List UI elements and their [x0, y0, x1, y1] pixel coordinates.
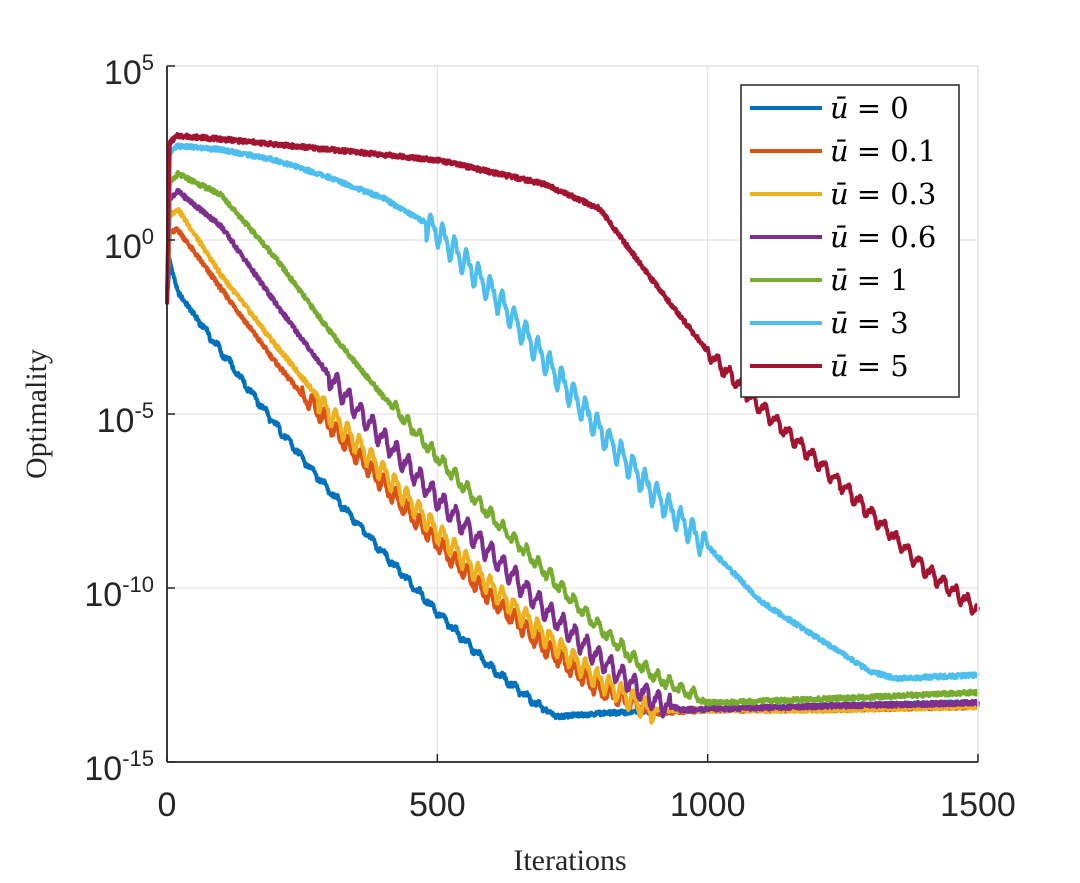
y-tick-exponent: -5 — [134, 398, 154, 423]
x-tick-label: 0 — [158, 786, 177, 824]
legend-value: = 0.6 — [857, 220, 937, 254]
series-lines — [165, 132, 980, 725]
legend: ū = 0ū = 0.1ū = 0.3ū = 0.6ū = 1ū = 3ū = 5 — [740, 84, 960, 398]
y-tick-base: 10 — [104, 54, 142, 92]
legend-label: ū = 3 — [830, 306, 909, 340]
legend-variable: ū — [830, 349, 849, 383]
legend-variable: ū — [830, 263, 849, 297]
x-tick-label: 1000 — [670, 786, 746, 824]
legend-variable: ū — [830, 177, 849, 211]
series-line — [165, 170, 980, 707]
x-axis-label: Iterations — [513, 844, 626, 877]
legend-variable: ū — [830, 91, 849, 125]
legend-label: ū = 5 — [830, 349, 909, 383]
series-line — [165, 188, 980, 719]
legend-label: ū = 0.3 — [830, 177, 936, 211]
legend-variable: ū — [830, 134, 849, 168]
axes — [166, 65, 979, 763]
x-tick-label: 500 — [409, 786, 466, 824]
y-tick-base: 10 — [84, 576, 122, 614]
legend-variable: ū — [830, 220, 849, 254]
legend-entry: ū = 3 — [750, 306, 909, 340]
y-tick-exponent: 0 — [142, 224, 154, 249]
legend-entry: ū = 0.3 — [750, 177, 936, 211]
legend-label: ū = 0 — [830, 91, 909, 125]
legend-value: = 0.3 — [857, 177, 937, 211]
y-tick-exponent: 5 — [142, 50, 154, 75]
y-tick-base: 10 — [104, 228, 142, 266]
legend-label: ū = 1 — [830, 263, 909, 297]
y-tick-label: 105 — [104, 50, 154, 92]
legend-variable: ū — [830, 306, 849, 340]
series-line — [165, 207, 980, 725]
legend-value: = 0.1 — [857, 134, 937, 168]
legend-entry: ū = 1 — [750, 263, 909, 297]
legend-entry: ū = 0.6 — [750, 220, 936, 254]
y-tick-exponent: -10 — [122, 572, 154, 597]
y-tick-base: 10 — [84, 750, 122, 788]
legend-value: = 1 — [857, 263, 909, 297]
series-line — [165, 142, 980, 683]
y-tick-base: 10 — [97, 402, 135, 440]
legend-entry: ū = 0 — [750, 91, 909, 125]
y-tick-label: 10-10 — [84, 572, 154, 614]
y-axis-label: Optimality — [20, 349, 53, 479]
legend-label: ū = 0.6 — [830, 220, 936, 254]
legend-value: = 3 — [857, 306, 909, 340]
y-tick-label: 10-5 — [97, 398, 154, 440]
series-line — [165, 132, 980, 616]
x-tick-label: 1500 — [940, 786, 1016, 824]
y-tick-exponent: -15 — [122, 746, 154, 771]
legend-entry: ū = 0.1 — [750, 134, 936, 168]
y-tick-label: 10-15 — [84, 746, 154, 788]
legend-value: = 0 — [857, 91, 909, 125]
y-tick-label: 100 — [104, 224, 154, 266]
legend-value: = 5 — [857, 349, 909, 383]
legend-box — [740, 84, 960, 398]
legend-entry: ū = 5 — [750, 349, 909, 383]
legend-label: ū = 0.1 — [830, 134, 936, 168]
